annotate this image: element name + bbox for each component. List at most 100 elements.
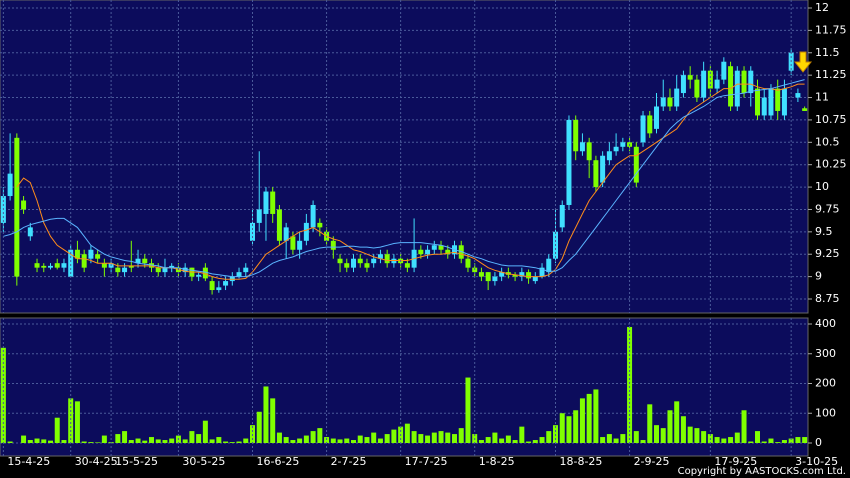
candle-body bbox=[431, 245, 437, 250]
volume-bar bbox=[88, 442, 94, 443]
volume-bar bbox=[68, 398, 74, 443]
volume-bar bbox=[243, 438, 249, 443]
candle-body bbox=[377, 254, 383, 259]
candle-body bbox=[768, 88, 774, 116]
candle-body bbox=[606, 151, 612, 161]
x-tick-label: 30-4-25 bbox=[75, 455, 118, 468]
candle-body bbox=[21, 200, 27, 210]
volume-bar bbox=[492, 432, 498, 443]
candle-body bbox=[196, 274, 202, 277]
volume-bar bbox=[788, 438, 794, 443]
candle-body bbox=[445, 249, 451, 255]
volume-bar bbox=[586, 393, 592, 443]
candle-body bbox=[640, 115, 646, 143]
volume-bar bbox=[512, 440, 518, 443]
volume-bar bbox=[290, 440, 296, 443]
candle-body bbox=[128, 265, 134, 268]
volume-bar bbox=[27, 440, 33, 443]
candle-body bbox=[620, 142, 626, 147]
candle-body bbox=[14, 137, 20, 277]
candle-body bbox=[95, 254, 101, 259]
candle-body bbox=[660, 97, 666, 107]
volume-bar bbox=[687, 426, 693, 443]
volume-bar bbox=[128, 440, 134, 443]
candle-body bbox=[465, 258, 471, 268]
candle-body bbox=[512, 274, 518, 277]
x-tick-label: 2-7-25 bbox=[331, 455, 367, 468]
volume-bar bbox=[95, 442, 101, 443]
volume-bar bbox=[229, 442, 235, 443]
candle-body bbox=[122, 267, 128, 273]
volume-bar bbox=[438, 431, 444, 443]
candle-body bbox=[573, 119, 579, 152]
volume-bar bbox=[317, 428, 323, 443]
candle-body bbox=[404, 263, 410, 268]
volume-bar bbox=[21, 435, 27, 443]
candle-body bbox=[566, 119, 572, 205]
volume-bar bbox=[539, 437, 545, 443]
volume-bar bbox=[101, 435, 107, 443]
candle-body bbox=[81, 254, 87, 268]
candle-body bbox=[707, 70, 713, 89]
candle-body bbox=[694, 79, 700, 98]
candle-body bbox=[802, 108, 808, 111]
candle-body bbox=[485, 272, 491, 282]
y-tick-label: 9.25 bbox=[815, 247, 840, 260]
volume-bar bbox=[48, 440, 53, 443]
volume-bar bbox=[324, 437, 330, 443]
volume-bar bbox=[505, 435, 511, 443]
x-tick-label: 16-6-25 bbox=[257, 455, 300, 468]
volume-bar bbox=[202, 420, 208, 443]
candle-body bbox=[499, 272, 505, 277]
y-tick-label: 11.5 bbox=[815, 46, 840, 59]
volume-bar bbox=[256, 411, 262, 443]
candle-body bbox=[721, 61, 727, 80]
y-tick-label: 11.25 bbox=[815, 68, 847, 81]
volume-bar bbox=[593, 389, 599, 443]
volume-bar bbox=[667, 410, 673, 443]
candle-body bbox=[593, 160, 599, 188]
volume-bar bbox=[606, 434, 612, 443]
volume-bar bbox=[519, 426, 525, 443]
candle-body bbox=[61, 263, 67, 268]
candle-body bbox=[337, 258, 343, 264]
volume-bar bbox=[418, 434, 424, 443]
volume-bar bbox=[627, 326, 633, 443]
candle-body bbox=[371, 258, 377, 264]
y-tick-label: 9.75 bbox=[815, 202, 840, 215]
volume-bar bbox=[384, 434, 390, 443]
volume-bar bbox=[452, 434, 457, 443]
y-tick-label: 9 bbox=[815, 270, 822, 283]
volume-bar bbox=[411, 431, 417, 443]
volume-bar bbox=[371, 432, 377, 443]
candle-body bbox=[795, 93, 801, 98]
volume-bar bbox=[142, 440, 148, 443]
volume-bar bbox=[465, 377, 471, 443]
volume-bar bbox=[351, 440, 356, 443]
volume-bar bbox=[654, 425, 659, 443]
y-tick-label: 8.75 bbox=[815, 292, 840, 305]
y-tick-label: 12 bbox=[815, 1, 829, 14]
volume-bar bbox=[364, 437, 370, 443]
candle-body bbox=[728, 66, 734, 107]
volume-bar bbox=[546, 431, 552, 443]
volume-bar bbox=[458, 428, 464, 443]
candle-body bbox=[647, 115, 653, 134]
x-tick-label: 1-8-25 bbox=[479, 455, 515, 468]
candle-body bbox=[600, 155, 606, 183]
x-tick-label: 3-10-25 bbox=[795, 455, 838, 468]
candle-body bbox=[41, 265, 47, 268]
y-tick-label: 0 bbox=[815, 436, 822, 449]
candle-body bbox=[68, 249, 74, 277]
volume-bar bbox=[647, 404, 653, 443]
y-tick-label: 300 bbox=[815, 347, 836, 360]
candle-body bbox=[384, 254, 390, 264]
candle-body bbox=[613, 146, 619, 152]
candle-body bbox=[88, 249, 94, 259]
volume-bar bbox=[162, 440, 168, 443]
candle-body bbox=[142, 258, 148, 264]
volume-bar bbox=[802, 437, 808, 443]
volume-bar bbox=[680, 416, 686, 443]
volume-bar bbox=[283, 437, 289, 443]
